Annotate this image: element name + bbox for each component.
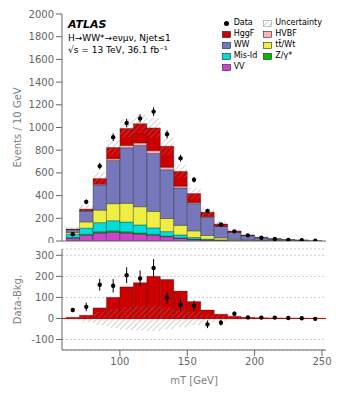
svg-text:0: 0 [48,313,54,324]
html-text:√s = 13 TeV, 36.1 fb⁻¹: √s = 13 TeV, 36.1 fb⁻¹ [68,45,168,55]
svg-text:150: 150 [178,356,197,367]
svg-text:600: 600 [35,167,54,178]
svg-text:100: 100 [110,356,129,367]
svg-text:2000: 2000 [29,9,54,20]
svg-text:200: 200 [35,213,54,224]
html-text:ATLAS: ATLAS [68,18,107,31]
svg-text:mT [GeV]: mT [GeV] [170,375,218,386]
svg-text:1800: 1800 [29,31,54,42]
svg-text:1200: 1200 [29,99,54,110]
svg-text:100: 100 [35,292,54,303]
svg-text:200: 200 [35,271,54,282]
html-text:tt̄/Wt: tt̄/Wt [275,40,296,49]
svg-text:1000: 1000 [29,122,54,133]
svg-text:-100: -100 [31,334,54,345]
svg-text:Events / 10 GeV: Events / 10 GeV [12,87,23,167]
svg-text:800: 800 [35,145,54,156]
svg-text:200: 200 [245,356,264,367]
html-text:Mis-Id: Mis-Id [233,51,258,60]
html-text:HggF: HggF [233,29,255,38]
html-text:H→WW*→eνμν, Njet≤1: H→WW*→eνμν, Njet≤1 [68,33,171,43]
svg-text:1600: 1600 [29,54,54,65]
svg-text:Data-Bkg.: Data-Bkg. [12,275,23,324]
html-text:HVBF: HVBF [275,29,297,38]
svg-text:250: 250 [312,356,331,367]
svg-text:1400: 1400 [29,77,54,88]
svg-text:400: 400 [35,190,54,201]
svg-text:0: 0 [48,236,54,243]
html-text:Data: Data [233,18,253,27]
html-text:VV: VV [233,62,245,71]
html-text:Z/γ*: Z/γ* [275,51,293,60]
html-text:WW: WW [233,40,250,49]
html-text:Uncertainty: Uncertainty [275,18,322,27]
svg-text:300: 300 [35,250,54,261]
